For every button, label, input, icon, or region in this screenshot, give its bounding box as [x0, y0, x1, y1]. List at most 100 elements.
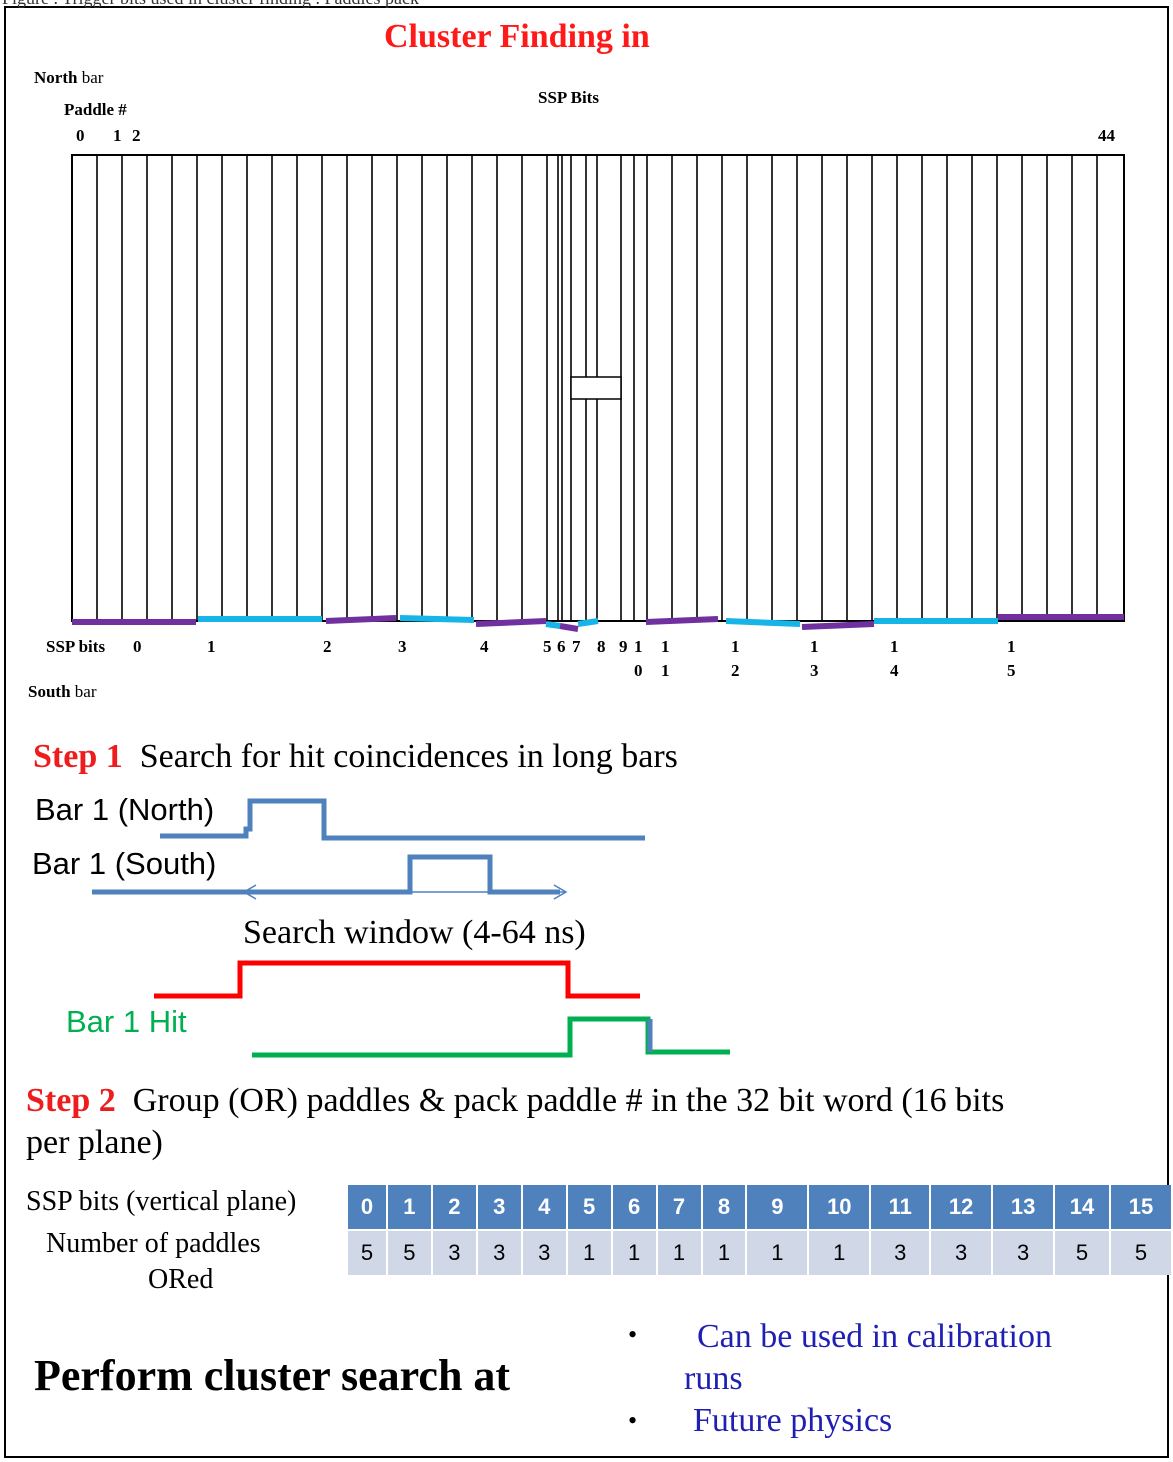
table-value-cell: 5: [348, 1229, 388, 1275]
ssp-bit-label: 1: [731, 637, 740, 656]
ssp-segment-purple: [559, 623, 579, 632]
ssp-segment-cyan: [725, 618, 801, 627]
table-header-cell: 14: [1055, 1185, 1111, 1229]
table-header-cell: 12: [931, 1185, 994, 1229]
ssp-bit-label: 1: [207, 637, 216, 656]
table-header-cell: 3: [477, 1185, 523, 1229]
paddle-num-0: 0: [76, 126, 85, 145]
ssp-bit-label: 0: [133, 637, 142, 656]
table-value-cell: 3: [871, 1229, 932, 1275]
ssp-bit-label-second-digit: 0: [634, 661, 643, 680]
step2-line: Step 2 Group (OR) paddles & pack paddle …: [26, 1082, 1004, 1120]
table-value-cell: 5: [1055, 1229, 1111, 1275]
ssp-bit-label: 1: [661, 637, 670, 656]
table-value-cell: 3: [522, 1229, 568, 1275]
table-header-cell: 9: [747, 1185, 810, 1229]
ssp-bit-label-second-digit: 2: [731, 661, 740, 680]
north-bar-label: North bar: [34, 68, 104, 87]
timing-south-label: Bar 1 (South): [32, 846, 217, 881]
ssp-bit-label: 6: [557, 637, 566, 656]
step2-text-cont: per plane): [26, 1124, 163, 1161]
ssp-bit-label: 3: [398, 637, 407, 656]
table-header-cell: 6: [612, 1185, 658, 1229]
ssp-segment-cyan: [399, 615, 475, 623]
south-signal: [92, 854, 560, 895]
paddle-num-2: 2: [132, 126, 141, 145]
step2-text: Group (OR) paddles & pack paddle # in th…: [132, 1082, 1005, 1119]
bullet-dot-1: •: [628, 1320, 638, 1349]
step1-text: Search for hit coincidences in long bars: [139, 738, 678, 775]
ssp-bit-label: 9: [619, 637, 628, 656]
table-header-cell: 4: [522, 1185, 568, 1229]
timing-north-label: Bar 1 (North): [35, 792, 215, 827]
paddle-detector-diagram: [71, 154, 1125, 632]
ssp-bit-label: 8: [597, 637, 606, 656]
ssp-segment-cyan: [545, 621, 561, 629]
ssp-bits-header: SSP Bits: [538, 88, 599, 107]
page-title: Cluster Finding in: [384, 18, 650, 55]
ssp-bit-label: 4: [480, 637, 489, 656]
table-value-cell: 1: [809, 1229, 872, 1275]
ssp-segment-cyan: [577, 618, 599, 627]
ssp-bit-segments: [72, 614, 1124, 632]
table-header-cell: 11: [871, 1185, 932, 1229]
ssp-bit-label: 7: [572, 637, 581, 656]
ssp-bit-label-second-digit: 1: [661, 661, 670, 680]
table-header-cell: 2: [432, 1185, 478, 1229]
search-window-label: Search window (4-64 ns): [243, 914, 586, 951]
table-row1-label: SSP bits (vertical plane): [26, 1186, 297, 1217]
arrow-left-head: [242, 884, 257, 900]
table-value-cell: 3: [477, 1229, 523, 1275]
paddle-num-44: 44: [1098, 126, 1115, 145]
ssp-bit-label: 2: [323, 637, 332, 656]
bar-hit-label: Bar 1 Hit: [66, 1004, 187, 1039]
table-header-cell: 8: [702, 1185, 748, 1229]
ssp-bit-label: 1: [810, 637, 819, 656]
ssp-bit-label: 1: [1007, 637, 1016, 656]
table-header-cell: 5: [567, 1185, 613, 1229]
bullet-1-line-2: runs: [684, 1360, 743, 1397]
bullet-2: Future physics: [693, 1402, 893, 1439]
paddle-label: Paddle #: [64, 100, 127, 119]
arrow-right-head: [553, 884, 568, 900]
table-row2-label-b: ORed: [148, 1264, 214, 1295]
bullet-dot-2: •: [628, 1406, 638, 1435]
ssp-segment-purple: [325, 615, 397, 624]
bottom-heading: Perform cluster search at: [34, 1351, 511, 1400]
page-frame: [4, 6, 1169, 1458]
table-value-cell: 1: [747, 1229, 810, 1275]
table-header-cell: 7: [657, 1185, 703, 1229]
step2-number: Step 2: [26, 1082, 116, 1119]
ssp-bit-label-second-digit: 5: [1007, 661, 1016, 680]
table-value-cell: 1: [567, 1229, 613, 1275]
table-value-cell: 1: [657, 1229, 703, 1275]
table-value-cell: 1: [702, 1229, 748, 1275]
cut-off-caption: Figure . Trigger bits used in cluster fi…: [2, 0, 419, 9]
table-header-cell: 10: [809, 1185, 872, 1229]
table-value-cell: 3: [432, 1229, 478, 1275]
table-header-cell: 1: [387, 1185, 433, 1229]
ssp-bit-label-second-digit: 3: [810, 661, 819, 680]
paddle-num-1: 1: [113, 126, 122, 145]
window-signal: [154, 960, 640, 999]
north-signal: [160, 798, 645, 841]
table-value-cell: 3: [993, 1229, 1056, 1275]
ssp-bit-label: 5: [543, 637, 552, 656]
hit-signal: [252, 1016, 730, 1058]
ssp-bit-label-second-digit: 4: [890, 661, 899, 680]
ssp-segment-purple: [801, 621, 875, 630]
table-value-cell: 1: [612, 1229, 658, 1275]
table-value-cell: 5: [1110, 1229, 1173, 1275]
table-header-cell: 15: [1110, 1185, 1173, 1229]
south-bar-label: South bar: [28, 682, 97, 701]
ssp-segment-purple: [645, 616, 719, 625]
table-header-cell: 0: [348, 1185, 388, 1229]
table-row2-label-a: Number of paddles: [46, 1228, 261, 1259]
timing-diagram: [92, 798, 730, 1058]
table-value-cell: 5: [387, 1229, 433, 1275]
ssp-bit-label: 1: [634, 637, 643, 656]
step1-number: Step 1: [33, 738, 123, 775]
center-beam-hole: [570, 376, 622, 400]
ssp-bits-row-label: SSP bits: [46, 637, 106, 656]
